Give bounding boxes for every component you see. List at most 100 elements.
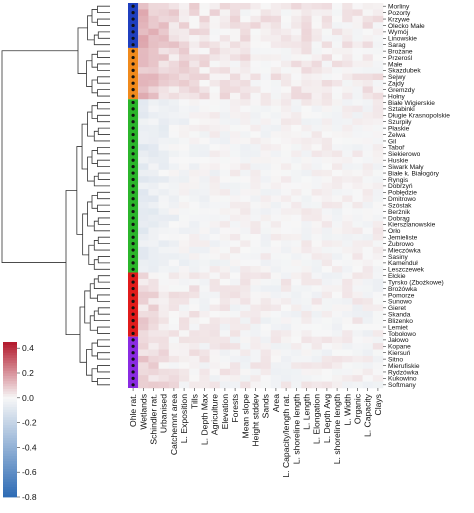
heatmap-cell: [372, 99, 384, 106]
heatmap-cell: [199, 240, 210, 248]
heatmap-cell: [158, 3, 170, 10]
heatmap-cell: [291, 67, 302, 74]
heatmap-cell: [301, 375, 312, 382]
heatmap-cell: [168, 163, 180, 171]
row-marker-dot: [131, 261, 135, 265]
heatmap-cell: [158, 343, 170, 350]
heatmap-cell: [179, 304, 190, 312]
heatmap-cell: [321, 195, 333, 203]
heatmap-cell: [189, 259, 200, 267]
heatmap-cell: [260, 169, 272, 177]
heatmap-cell: [250, 375, 261, 382]
heatmap-cell: [372, 278, 384, 286]
heatmap-cell: [199, 330, 210, 337]
heatmap-cell: [158, 118, 170, 126]
row-marker-dot: [131, 370, 135, 374]
heatmap-cell: [281, 86, 292, 94]
heatmap-cell: [281, 182, 292, 190]
heatmap-cell: [148, 355, 159, 363]
heatmap-cell: [138, 304, 149, 312]
heatmap-cell: [230, 259, 241, 267]
heatmap-cell: [219, 3, 231, 10]
row-marker-dot: [131, 139, 135, 143]
heatmap-cell: [291, 266, 302, 273]
heatmap-cell: [332, 137, 343, 145]
heatmap-cell: [332, 246, 343, 254]
heatmap-cell: [209, 169, 221, 177]
heatmap-cell: [311, 9, 323, 17]
colorbar-segment: [3, 445, 17, 449]
heatmap-cell: [230, 67, 241, 74]
heatmap-cell: [240, 336, 251, 344]
heatmap-cell: [291, 291, 302, 299]
heatmap-cell: [148, 67, 159, 74]
heatmap-cell: [219, 311, 231, 318]
heatmap-cell: [342, 92, 353, 100]
heatmap-cell: [189, 227, 200, 235]
row-marker-dot: [131, 158, 135, 162]
heatmap-cell: [189, 137, 200, 145]
heatmap-cell: [352, 221, 363, 228]
heatmap-cell: [342, 22, 353, 29]
heatmap-cell: [148, 291, 159, 299]
heatmap-cell: [199, 131, 210, 139]
heatmap-cell: [168, 240, 180, 248]
colorbar-segment: [3, 453, 17, 457]
heatmap-cell: [230, 182, 241, 190]
heatmap-cell: [281, 362, 292, 370]
heatmap-cell: [270, 105, 282, 113]
heatmap-cell: [240, 240, 251, 248]
heatmap-cell: [301, 381, 312, 389]
row-label: Siekierowo: [388, 151, 421, 158]
heatmap-cell: [270, 112, 282, 119]
heatmap-cell: [301, 169, 312, 177]
heatmap-cell: [311, 131, 323, 139]
row-marker-dot: [131, 177, 135, 182]
heatmap-cell: [209, 317, 221, 325]
heatmap-cell: [301, 304, 312, 312]
heatmap-cell: [352, 298, 363, 305]
heatmap-cell: [199, 35, 210, 42]
heatmap-cell: [179, 343, 190, 350]
heatmap-cell: [148, 3, 159, 10]
heatmap-cell: [301, 99, 312, 106]
heatmap-cell: [342, 375, 353, 382]
heatmap-cell: [168, 355, 180, 363]
heatmap-cell: [301, 349, 312, 357]
heatmap-cell: [148, 60, 159, 68]
heatmap-cell: [281, 298, 292, 305]
heatmap-cell: [301, 291, 312, 299]
colorbar-tick-label: -0.8: [22, 492, 37, 502]
heatmap-cell: [281, 118, 292, 126]
heatmap-cell: [240, 189, 251, 196]
heatmap-cell: [260, 60, 272, 68]
colorbar-segment: [3, 476, 17, 480]
row-label: Brożówka: [388, 286, 417, 293]
heatmap-cell: [372, 362, 384, 370]
heatmap-cell: [189, 221, 200, 228]
heatmap-cell: [250, 35, 261, 42]
heatmap-cell: [362, 240, 374, 248]
heatmap-cell: [291, 118, 302, 126]
heatmap-cell: [219, 343, 231, 350]
heatmap-cell: [291, 22, 302, 29]
heatmap-cell: [281, 311, 292, 318]
heatmap-cell: [332, 131, 343, 139]
row-label: Kamenduł: [388, 260, 418, 267]
heatmap-cell: [352, 124, 363, 132]
row-label: Długie Krasnopolskie: [388, 113, 450, 120]
heatmap-cell: [332, 47, 343, 55]
heatmap-cell: [189, 176, 200, 183]
heatmap-cell: [158, 355, 170, 363]
heatmap-cell: [219, 137, 231, 145]
heatmap-cell: [209, 54, 221, 62]
heatmap-cell: [240, 362, 251, 370]
heatmap-cell: [301, 285, 312, 293]
row-marker-dot: [131, 126, 135, 130]
heatmap-cell: [372, 124, 384, 132]
heatmap-cell: [321, 355, 333, 363]
heatmap-cell: [250, 311, 261, 318]
heatmap-cell: [342, 54, 353, 62]
heatmap-cell: [250, 47, 261, 55]
heatmap-cell: [209, 285, 221, 293]
